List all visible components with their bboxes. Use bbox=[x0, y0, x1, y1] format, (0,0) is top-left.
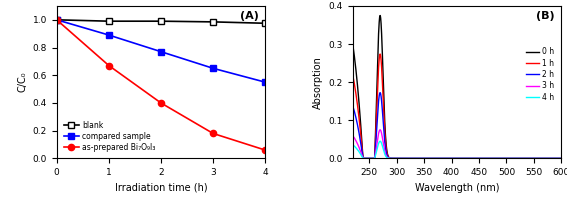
X-axis label: Irradiation time (h): Irradiation time (h) bbox=[115, 183, 208, 193]
Line: 4 h: 4 h bbox=[353, 141, 561, 158]
4 h bbox=[376, 140, 383, 142]
3 h bbox=[376, 129, 383, 131]
compared sample bbox=[262, 81, 269, 83]
3 h bbox=[360, 157, 367, 160]
0 h bbox=[552, 157, 559, 160]
Legend: 0 h, 1 h, 2 h, 3 h, 4 h: 0 h, 1 h, 2 h, 3 h, 4 h bbox=[522, 44, 557, 105]
4 h bbox=[558, 157, 565, 160]
1 h bbox=[359, 157, 366, 160]
as-prepared Bi₇O₉I₃ bbox=[105, 64, 112, 67]
1 h bbox=[552, 157, 559, 160]
as-prepared Bi₇O₉I₃ bbox=[158, 102, 164, 104]
Line: blank: blank bbox=[53, 17, 268, 26]
1 h bbox=[376, 53, 383, 55]
blank bbox=[210, 21, 217, 23]
4 h bbox=[552, 157, 559, 160]
Line: 0 h: 0 h bbox=[353, 15, 561, 158]
3 h bbox=[552, 157, 559, 160]
1 h bbox=[446, 157, 452, 160]
4 h bbox=[446, 157, 452, 160]
3 h bbox=[514, 157, 521, 160]
4 h bbox=[360, 157, 367, 160]
4 h bbox=[349, 144, 356, 146]
0 h bbox=[552, 157, 559, 160]
2 h bbox=[514, 157, 521, 160]
blank bbox=[105, 20, 112, 22]
0 h bbox=[349, 43, 356, 46]
Y-axis label: Absorption: Absorption bbox=[313, 56, 323, 109]
2 h bbox=[360, 157, 367, 160]
4 h bbox=[552, 157, 559, 160]
0 h bbox=[446, 157, 452, 160]
compared sample bbox=[210, 67, 217, 69]
X-axis label: Wavelength (nm): Wavelength (nm) bbox=[415, 183, 500, 193]
compared sample bbox=[158, 50, 164, 53]
1 h bbox=[552, 157, 559, 160]
0 h bbox=[514, 157, 521, 160]
compared sample bbox=[105, 34, 112, 36]
3 h bbox=[558, 157, 565, 160]
0 h bbox=[360, 157, 367, 160]
1 h bbox=[558, 157, 565, 160]
2 h bbox=[558, 157, 565, 160]
3 h bbox=[359, 157, 366, 160]
3 h bbox=[446, 157, 452, 160]
2 h bbox=[349, 105, 356, 107]
1 h bbox=[514, 157, 521, 160]
2 h bbox=[451, 157, 458, 160]
1 h bbox=[349, 74, 356, 76]
2 h bbox=[359, 157, 366, 160]
2 h bbox=[552, 157, 559, 160]
4 h bbox=[359, 157, 366, 160]
4 h bbox=[514, 157, 521, 160]
blank bbox=[158, 20, 164, 22]
Line: 1 h: 1 h bbox=[353, 54, 561, 158]
0 h bbox=[359, 157, 366, 160]
2 h bbox=[552, 157, 559, 160]
blank bbox=[53, 19, 60, 21]
Line: 2 h: 2 h bbox=[353, 93, 561, 158]
0 h bbox=[451, 157, 458, 160]
1 h bbox=[451, 157, 458, 160]
as-prepared Bi₇O₉I₃ bbox=[53, 19, 60, 21]
3 h bbox=[552, 157, 559, 160]
0 h bbox=[376, 14, 383, 17]
as-prepared Bi₇O₉I₃ bbox=[262, 149, 269, 151]
Line: as-prepared Bi₇O₉I₃: as-prepared Bi₇O₉I₃ bbox=[53, 17, 268, 153]
2 h bbox=[376, 91, 383, 94]
3 h bbox=[451, 157, 458, 160]
Line: compared sample: compared sample bbox=[53, 17, 268, 85]
2 h bbox=[446, 157, 452, 160]
Line: 3 h: 3 h bbox=[353, 130, 561, 158]
Text: (A): (A) bbox=[240, 10, 259, 21]
Y-axis label: C/C₀: C/C₀ bbox=[17, 72, 27, 92]
blank bbox=[262, 22, 269, 25]
compared sample bbox=[53, 19, 60, 21]
0 h bbox=[558, 157, 565, 160]
1 h bbox=[360, 157, 367, 160]
Text: (B): (B) bbox=[536, 10, 555, 21]
as-prepared Bi₇O₉I₃ bbox=[210, 132, 217, 135]
3 h bbox=[349, 134, 356, 137]
Legend: blank, compared sample, as-prepared Bi₇O₉I₃: blank, compared sample, as-prepared Bi₇O… bbox=[61, 118, 158, 155]
4 h bbox=[451, 157, 458, 160]
